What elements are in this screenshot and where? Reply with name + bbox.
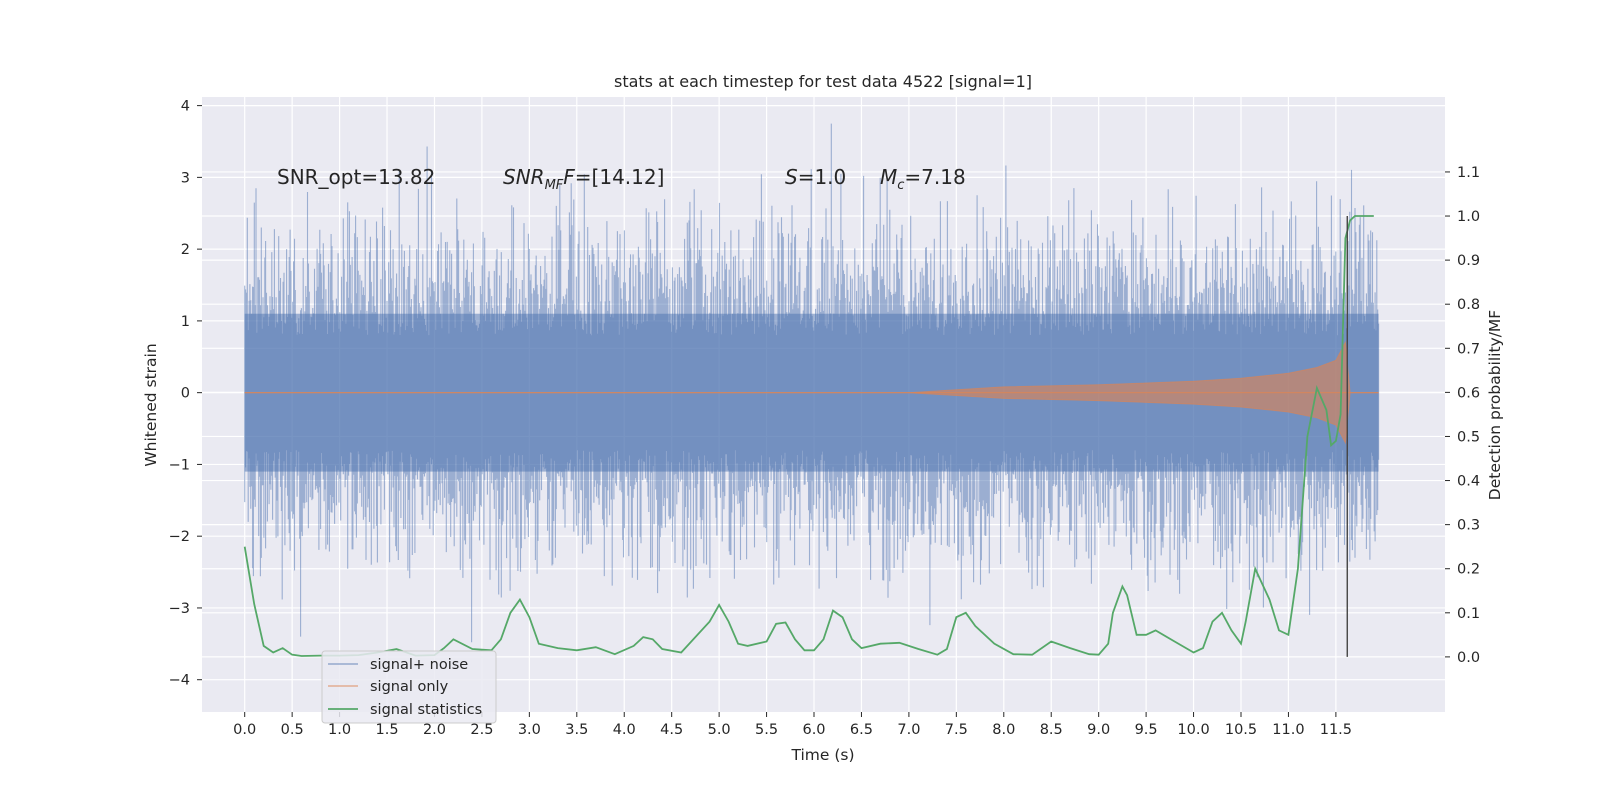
y-right-tick-label: 0.0 [1457, 650, 1480, 666]
y-left-tick-label: −1 [169, 457, 190, 473]
series-signal-statistics [243, 215, 1374, 657]
y-right-tick-label: 0.7 [1457, 341, 1480, 357]
mc-sub: c [897, 178, 904, 193]
y-right-tick-label: 0.5 [1457, 429, 1480, 445]
x-tick-label: 6.0 [802, 722, 825, 738]
x-tick-label: 3.5 [565, 722, 588, 738]
y-right-tick-label: 0.6 [1457, 385, 1480, 401]
y-right-tick-label: 0.1 [1457, 606, 1480, 622]
x-tick-label: 1.0 [328, 722, 351, 738]
x-tick-label: 5.5 [755, 722, 778, 738]
annotation-snr-opt: SNR_opt=13.82 [277, 165, 435, 189]
mc-var: M [880, 165, 897, 189]
x-tick-label: 4.0 [613, 722, 636, 738]
snr-mf-main: SNR [503, 165, 545, 189]
x-tick-label: 1.5 [375, 722, 398, 738]
y-left-tick-label: −2 [169, 529, 190, 545]
x-axis-label: Time (s) [790, 746, 854, 764]
y-right-tick-label: 0.3 [1457, 518, 1480, 534]
y-axis-label-right: Detection probability/MF [1486, 310, 1504, 501]
annotation-s: S=1.0 [785, 165, 846, 189]
y-left-tick-label: 0 [181, 386, 190, 402]
x-tick-label: 8.5 [1040, 722, 1063, 738]
x-tick-label: 9.0 [1087, 722, 1110, 738]
y-axis-label-left: Whitened strain [142, 343, 160, 466]
axes: 0.0 0.5 1.0 1.5 2.0 2.5 3.0 3.5 4.0 4.5 5.0 5.5 6.0 6… [169, 99, 1480, 738]
x-tick-label: 10.5 [1225, 722, 1257, 738]
x-tick-label: 9.5 [1135, 722, 1158, 738]
series-signal-only [244, 340, 1379, 445]
y-left-tick-label: 3 [181, 170, 190, 186]
x-tick-label: 0.0 [233, 722, 256, 738]
y-left-tick-label: 2 [181, 242, 190, 258]
x-tick-label: 8.0 [992, 722, 1015, 738]
x-tick-label: 7.0 [897, 722, 920, 738]
y-right-tick-label: 1.1 [1457, 165, 1480, 181]
snr-mf-f: F [563, 165, 575, 189]
y-left-tick-label: 1 [181, 314, 190, 330]
x-tick-label: 3.0 [518, 722, 541, 738]
x-tick-label: 6.5 [850, 722, 873, 738]
mc-rest: =7.18 [904, 165, 965, 189]
x-tick-label: 2.5 [470, 722, 493, 738]
x-tick-label: 0.5 [281, 722, 304, 738]
snr-mf-rest: =[14.12] [575, 165, 665, 189]
chart-title: stats at each timestep for test data 452… [614, 72, 1032, 91]
legend-label-signal-noise: signal+ noise [370, 657, 468, 673]
x-tick-label: 4.5 [660, 722, 683, 738]
statistics-line [243, 215, 1374, 657]
legend: signal+ noise signal only signal statist… [321, 650, 497, 724]
x-tick-label: 10.0 [1177, 722, 1209, 738]
y-right-tick-label: 0.8 [1457, 297, 1480, 313]
y-right-tick-label: 0.9 [1457, 253, 1480, 269]
snr-mf-sub: MF [545, 178, 564, 193]
x-tick-label: 11.0 [1272, 722, 1304, 738]
legend-label-signal-statistics: signal statistics [370, 702, 482, 718]
x-tick-label: 7.5 [945, 722, 968, 738]
s-rest: =1.0 [798, 165, 847, 189]
x-tick-label: 11.5 [1320, 722, 1352, 738]
legend-box [321, 650, 497, 724]
x-tick-label: 2.0 [423, 722, 446, 738]
y-left-tick-label: −3 [169, 601, 190, 617]
annotation-snr-mf: SNRMFF=[14.12] [503, 165, 664, 193]
y-right-tick-label: 0.2 [1457, 562, 1480, 578]
annotation-mc: Mc=7.18 [880, 165, 966, 193]
legend-label-signal-only: signal only [370, 679, 449, 695]
y-left-tick-label: 4 [181, 99, 190, 115]
y-right-tick-label: 0.4 [1457, 474, 1480, 490]
y-left-tick-label: −4 [169, 673, 190, 689]
x-tick-label: 5.0 [708, 722, 731, 738]
y-right-tick-label: 1.0 [1457, 209, 1480, 225]
s-var: S [785, 165, 798, 189]
